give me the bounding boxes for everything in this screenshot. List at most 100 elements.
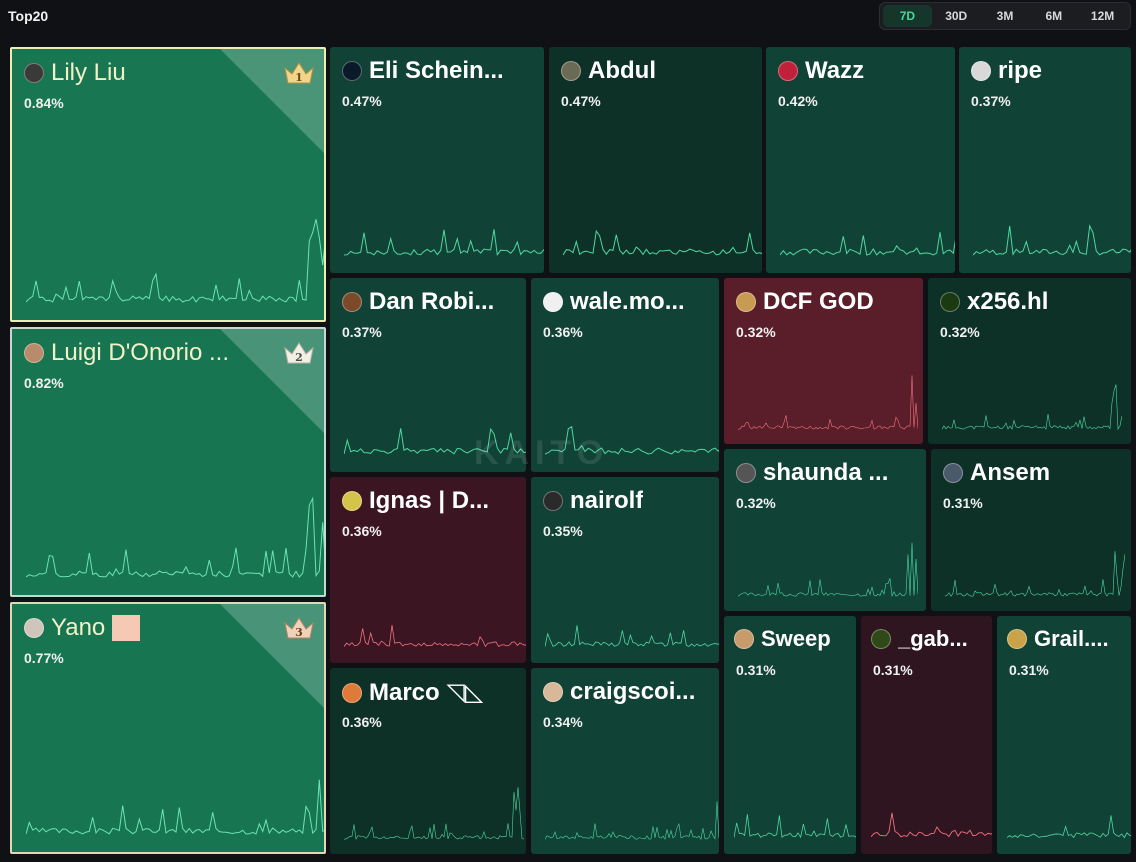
account-tile[interactable]: Eli Schein... 0.47%	[330, 47, 544, 273]
account-name: craigscoi...	[570, 678, 696, 705]
sparkline	[545, 425, 719, 455]
account-tile[interactable]: Abdul 0.47%	[549, 47, 762, 273]
account-name: nairolf	[570, 487, 644, 514]
account-tile[interactable]: Ansem 0.31%	[931, 449, 1131, 611]
leader-tile-2[interactable]: 2 Luigi D'Onorio ... 0.82%	[10, 327, 326, 597]
sparkline	[344, 427, 526, 455]
account-tile[interactable]: craigscoi... 0.34%	[531, 668, 719, 854]
account-name: x256.hl	[967, 288, 1049, 315]
sparkline	[344, 625, 526, 648]
mindshare-percent: 0.32%	[736, 495, 776, 511]
sparkline	[344, 787, 524, 840]
account-tile[interactable]: Marco ◹◺ 0.36%	[330, 668, 526, 854]
avatar	[543, 292, 563, 312]
avatar	[736, 463, 756, 483]
avatar	[342, 292, 362, 312]
mindshare-percent: 0.32%	[736, 324, 776, 340]
avatar	[943, 463, 963, 483]
sparkline	[26, 779, 324, 835]
avatar	[940, 292, 960, 312]
mindshare-percent: 0.37%	[971, 93, 1011, 109]
rank-number: 1	[295, 71, 303, 84]
crown-icon: 2	[284, 342, 314, 364]
corner-highlight	[220, 604, 324, 708]
sparkline	[738, 542, 918, 597]
mindshare-percent: 0.84%	[24, 95, 64, 111]
account-name: ripe	[998, 57, 1043, 84]
mindshare-percent: 0.34%	[543, 714, 583, 730]
avatar	[734, 629, 754, 649]
account-tile[interactable]: shaunda ... 0.32%	[724, 449, 926, 611]
sparkline	[26, 219, 324, 303]
mindshare-percent: 0.36%	[342, 523, 382, 539]
account-name: Ansem	[970, 459, 1051, 486]
mindshare-percent: 0.31%	[943, 495, 983, 511]
account-name: Marco ◹◺	[369, 679, 484, 706]
avatar	[24, 618, 44, 638]
mindshare-percent: 0.35%	[543, 523, 583, 539]
account-tile[interactable]: DCF GOD 0.32%	[724, 278, 923, 444]
avatar	[24, 63, 44, 83]
account-tile[interactable]: nairolf 0.35%	[531, 477, 719, 663]
corner-highlight	[220, 49, 324, 153]
account-tile[interactable]: Wazz 0.42%	[766, 47, 955, 273]
avatar	[342, 61, 362, 81]
account-tile[interactable]: Ignas | D... 0.36%	[330, 477, 526, 663]
account-tile[interactable]: x256.hl 0.32%	[928, 278, 1131, 444]
leader-tile-1[interactable]: 1 Lily Liu 0.84%	[10, 47, 326, 322]
tab-30d[interactable]: 30D	[945, 9, 968, 23]
avatar	[871, 629, 891, 649]
sparkline	[1007, 815, 1131, 839]
avatar	[778, 61, 798, 81]
sparkline	[563, 229, 762, 256]
account-tile[interactable]: Sweep 0.31%	[724, 616, 856, 854]
account-name: Ignas | D...	[369, 487, 490, 514]
account-name: Luigi D'Onorio ...	[51, 339, 229, 366]
account-name: Sweep	[761, 626, 831, 651]
sparkline	[734, 814, 856, 839]
account-tile[interactable]: _gab... 0.31%	[861, 616, 992, 854]
avatar	[561, 61, 581, 81]
account-name: Abdul	[588, 57, 656, 84]
corner-highlight	[220, 329, 324, 433]
mindshare-percent: 0.31%	[873, 662, 913, 678]
leader-tile-3[interactable]: 3 Yano 0.77%	[10, 602, 326, 854]
avatar	[342, 491, 362, 511]
account-name: Yano	[51, 614, 106, 641]
rank-number: 3	[295, 626, 303, 639]
tab-12m[interactable]: 12M	[1090, 9, 1115, 23]
account-tile[interactable]: Grail.... 0.31%	[997, 616, 1131, 854]
account-name: Dan Robi...	[369, 288, 495, 315]
sparkline	[942, 384, 1122, 431]
sparkline	[26, 496, 324, 578]
sparkline	[545, 625, 719, 647]
account-name: Grail....	[1034, 626, 1109, 651]
account-tile[interactable]: wale.mo... 0.36%	[531, 278, 719, 472]
sparkline	[344, 229, 544, 256]
mindshare-percent: 0.32%	[940, 324, 980, 340]
avatar	[971, 61, 991, 81]
crown-icon: 1	[284, 62, 314, 84]
account-tile[interactable]: ripe 0.37%	[959, 47, 1131, 273]
sparkline	[945, 551, 1125, 597]
timeframe-tabs: 7D 30D 3M 6M 12M	[879, 2, 1131, 30]
mindshare-percent: 0.47%	[342, 93, 382, 109]
avatar	[736, 292, 756, 312]
tab-7d[interactable]: 7D	[883, 5, 932, 27]
avatar	[1007, 629, 1027, 649]
account-name: _gab...	[898, 626, 968, 651]
account-name: DCF GOD	[763, 288, 874, 315]
mindshare-percent: 0.82%	[24, 375, 64, 391]
tab-3m[interactable]: 3M	[996, 9, 1014, 23]
mindshare-percent: 0.31%	[1009, 662, 1049, 678]
sparkline	[973, 224, 1131, 256]
mindshare-percent: 0.37%	[342, 324, 382, 340]
account-name: wale.mo...	[570, 288, 685, 315]
avatar	[543, 682, 563, 702]
sparkline	[738, 375, 918, 430]
tab-6m[interactable]: 6M	[1045, 9, 1063, 23]
kaito-watermark: KAITO	[474, 434, 610, 472]
account-tile[interactable]: Dan Robi... 0.37%	[330, 278, 526, 472]
account-name: Eli Schein...	[369, 57, 504, 84]
page-title: Top20	[8, 8, 49, 24]
